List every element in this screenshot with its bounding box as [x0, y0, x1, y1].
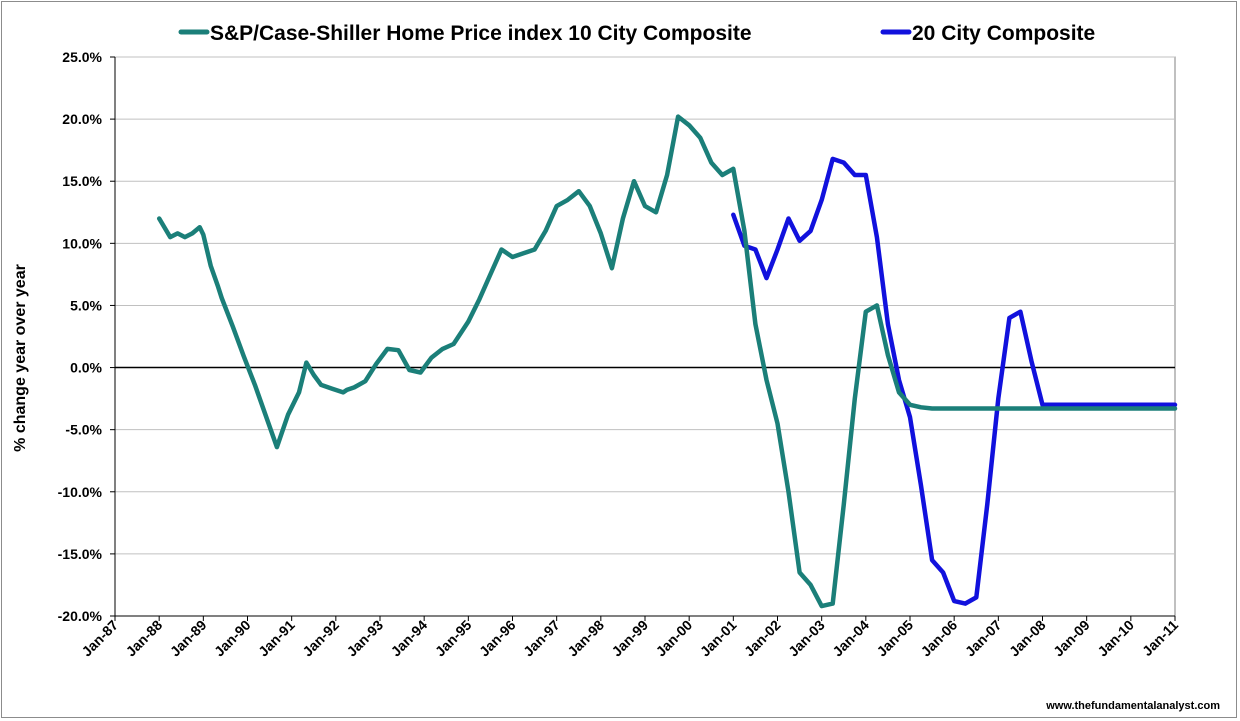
- y-tick-label: 25.0%: [62, 49, 102, 65]
- plot-background: [114, 56, 1176, 617]
- y-tick-label: 0.0%: [70, 360, 102, 376]
- y-tick-label: 20.0%: [62, 111, 102, 127]
- x-tick-label: Jan-01: [697, 617, 740, 660]
- legend-label-twenty-city: 20 City Composite: [912, 22, 1095, 45]
- y-tick-label: 15.0%: [62, 173, 102, 189]
- x-tick-label: Jan-93: [343, 617, 386, 660]
- x-tick-label: Jan-06: [918, 617, 961, 660]
- x-tick-label: Jan-94: [388, 617, 431, 660]
- y-tick-label: -10.0%: [58, 484, 103, 500]
- x-tick-label: Jan-08: [1006, 617, 1049, 660]
- series-line-twenty-city: [731, 156, 1178, 606]
- x-tick-label: Jan-88: [123, 617, 166, 660]
- x-tick-label: Jan-91: [255, 617, 298, 660]
- y-axis-label: % change year over year: [12, 264, 29, 452]
- x-tick-label: Jan-04: [829, 617, 872, 660]
- x-tick-label: Jan-05: [873, 617, 916, 660]
- x-tick-label: Jan-09: [1050, 617, 1093, 660]
- x-tick-label: Jan-96: [476, 617, 519, 660]
- y-tick-label: -15.0%: [58, 546, 103, 562]
- x-tick-label: Jan-92: [299, 617, 342, 660]
- series-line-ten-city: [156, 114, 1178, 609]
- plot-area: 25.0% 20.0% 15.0% 10.0% 5.0% 0.0% -5.0% -10.0% -…: [58, 49, 1182, 659]
- x-tick-label: Jan-97: [520, 617, 563, 660]
- x-tick-label: Jan-07: [962, 617, 1005, 660]
- legend: S&P/Case-Shiller Home Price index 10 Cit…: [178, 22, 1095, 45]
- legend-label-ten-city: S&P/Case-Shiller Home Price index 10 Cit…: [210, 22, 752, 45]
- x-tick-label: Jan-90: [211, 617, 254, 660]
- x-tick-label: Jan-98: [564, 617, 607, 660]
- y-tick-label: -20.0%: [58, 608, 103, 624]
- y-tick-label: 10.0%: [62, 235, 102, 251]
- x-tick-label: Jan-02: [741, 617, 784, 660]
- x-tick-label: Jan-10: [1094, 617, 1137, 660]
- x-tick-label: Jan-00: [653, 617, 696, 660]
- x-tick-label: Jan-11: [1139, 617, 1181, 659]
- y-tick-label: 5.0%: [70, 297, 102, 313]
- source-credit: www.thefundamentalanalyst.com: [1045, 700, 1220, 712]
- x-tick-label: Jan-03: [785, 617, 828, 660]
- x-tick-label: Jan-99: [608, 617, 651, 660]
- x-tick-label: Jan-95: [432, 617, 475, 660]
- x-tick-label: Jan-89: [167, 617, 210, 660]
- y-tick-label: -5.0%: [65, 422, 102, 438]
